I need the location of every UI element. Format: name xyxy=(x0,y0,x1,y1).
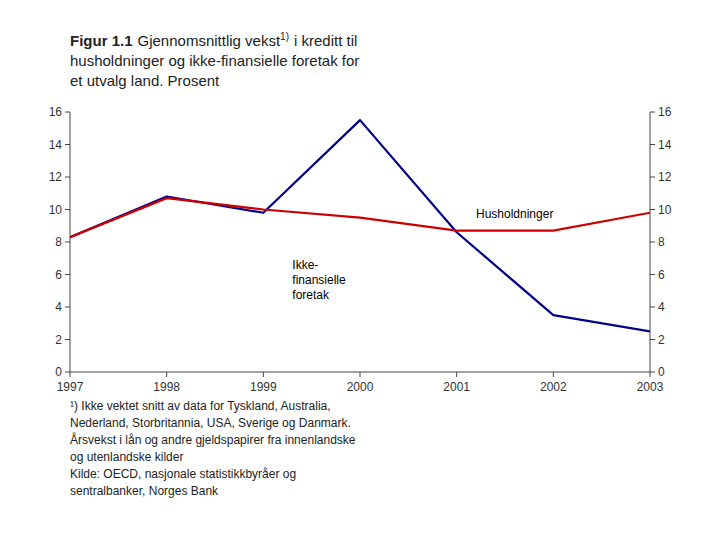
y-tick xyxy=(65,372,70,373)
annotation-line: Husholdninger xyxy=(476,207,553,221)
y-tick xyxy=(65,112,70,113)
annotation-line: foretak xyxy=(292,288,330,302)
chart-container: Figur 1.1 Gjennomsnittlig vekst1) i kredit… xyxy=(0,0,720,540)
x-tick xyxy=(263,372,264,377)
x-tick xyxy=(166,372,167,377)
y-tick xyxy=(65,144,70,145)
y2-tick xyxy=(650,274,655,275)
annotation-line: finansielle xyxy=(292,273,346,287)
x-tick-label: 2001 xyxy=(443,380,470,394)
x-tick-label: 1999 xyxy=(250,380,277,394)
x-tick-label: 1997 xyxy=(57,380,84,394)
subtitle: i kreditt til xyxy=(294,32,357,49)
subtitle: et utvalg land. Prosent xyxy=(70,72,220,89)
y2-tick-label: 12 xyxy=(658,170,672,184)
y-tick xyxy=(65,274,70,275)
y-tick-label: 6 xyxy=(55,268,62,282)
footnote: Årsvekst i lån og andre gjeldspapirer fr… xyxy=(70,432,356,447)
y2-tick-label: 6 xyxy=(658,268,665,282)
footnote: og utenlandske kilder xyxy=(70,450,183,464)
x-tick xyxy=(360,372,361,377)
annotation: Husholdninger xyxy=(476,207,553,221)
y-tick-label: 2 xyxy=(55,333,62,347)
y2-tick-label: 2 xyxy=(658,333,665,347)
y2-tick xyxy=(650,339,655,340)
subtitle: husholdninger og ikke-finansielle foreta… xyxy=(70,52,359,69)
footnote: Nederland, Storbritannia, USA, Sverige o… xyxy=(70,416,351,430)
series-line xyxy=(70,120,650,331)
x-tick-label: 1998 xyxy=(153,380,180,394)
y-tick-label: 12 xyxy=(49,170,63,184)
y2-tick xyxy=(650,242,655,243)
y-tick xyxy=(65,339,70,340)
y-tick-label: 8 xyxy=(55,235,62,249)
y-tick xyxy=(65,177,70,178)
y-tick xyxy=(65,307,70,308)
footnote: Kilde: OECD, nasjonale statistikkbyråer … xyxy=(70,467,296,481)
annotation: Ikke-finansielleforetak xyxy=(292,258,346,302)
annotation-line: Ikke- xyxy=(292,258,318,272)
y2-tick xyxy=(650,307,655,308)
y-tick-label: 16 xyxy=(49,105,63,119)
y2-tick xyxy=(650,144,655,145)
x-tick xyxy=(456,372,457,377)
y-tick-label: 10 xyxy=(49,203,63,217)
y2-tick xyxy=(650,209,655,210)
plot-area xyxy=(70,120,650,331)
x-tick xyxy=(553,372,554,377)
title-line: Figur 1.1 Gjennomsnittlig vekst1) i kredit… xyxy=(70,31,357,49)
y2-tick-label: 8 xyxy=(658,235,665,249)
y2-tick-label: 14 xyxy=(658,138,672,152)
y2-tick-label: 4 xyxy=(658,300,665,314)
x-tick-label: 2002 xyxy=(540,380,567,394)
y-tick-label: 14 xyxy=(49,138,63,152)
y2-tick-label: 16 xyxy=(658,105,672,119)
y-tick xyxy=(65,209,70,210)
y2-tick-label: 10 xyxy=(658,203,672,217)
y-tick-label: 0 xyxy=(55,365,62,379)
x-tick xyxy=(650,372,651,377)
y-tick-label: 4 xyxy=(55,300,62,314)
x-tick-label: 2000 xyxy=(347,380,374,394)
y-tick xyxy=(65,242,70,243)
series-line xyxy=(70,198,650,237)
y2-tick xyxy=(650,372,655,373)
chart-svg: Figur 1.1 Gjennomsnittlig vekst1) i kredit… xyxy=(0,0,720,540)
footnote: sentralbanker, Norges Bank xyxy=(70,484,219,498)
subtitle: Gjennomsnittlig vekst xyxy=(138,32,281,49)
title: Figur 1.1 xyxy=(70,32,133,49)
x-tick xyxy=(70,372,71,377)
y2-tick xyxy=(650,177,655,178)
subtitle-superscript: 1) xyxy=(280,31,289,42)
x-tick-label: 2003 xyxy=(637,380,664,394)
footnote: ¹) Ikke vektet snitt av data for Tysklan… xyxy=(70,399,331,413)
y2-tick-label: 0 xyxy=(658,365,665,379)
y2-tick xyxy=(650,112,655,113)
